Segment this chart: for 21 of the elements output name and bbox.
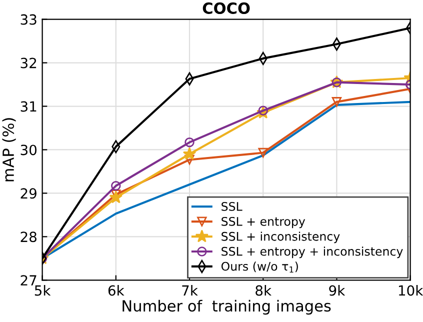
x-tick-label: 9k bbox=[329, 285, 346, 296]
y-tick-label: 28 bbox=[20, 232, 36, 242]
legend-label: SSL + entropy bbox=[222, 216, 306, 228]
y-tick-label: 27 bbox=[20, 275, 36, 286]
x-tick-label: 8k bbox=[256, 285, 272, 296]
legend-label: SSL + inconsistency bbox=[222, 232, 340, 244]
y-tick-label: 33 bbox=[20, 14, 36, 25]
x-tick-label: 5k bbox=[34, 285, 51, 296]
x-tick-label: 6k bbox=[108, 285, 124, 296]
y-tick-label: 31 bbox=[20, 101, 36, 112]
x-tick-label: 10k bbox=[398, 285, 423, 296]
legend-label: SSL bbox=[222, 202, 242, 211]
legend-label: Ours (w/o τ$_{1}$) bbox=[221, 262, 298, 273]
y-tick-label: 32 bbox=[20, 58, 36, 68]
y-tick-label: 30 bbox=[20, 144, 37, 156]
chart-title: COCO bbox=[202, 2, 250, 14]
legend-label: SSL + entropy + inconsistency bbox=[222, 246, 403, 258]
y-tick-label: 29 bbox=[20, 188, 36, 199]
y-axis-title: mAP (%) bbox=[2, 118, 16, 182]
x-axis-title: Number of training images bbox=[122, 300, 331, 315]
x-tick-label: 7k bbox=[182, 285, 198, 296]
